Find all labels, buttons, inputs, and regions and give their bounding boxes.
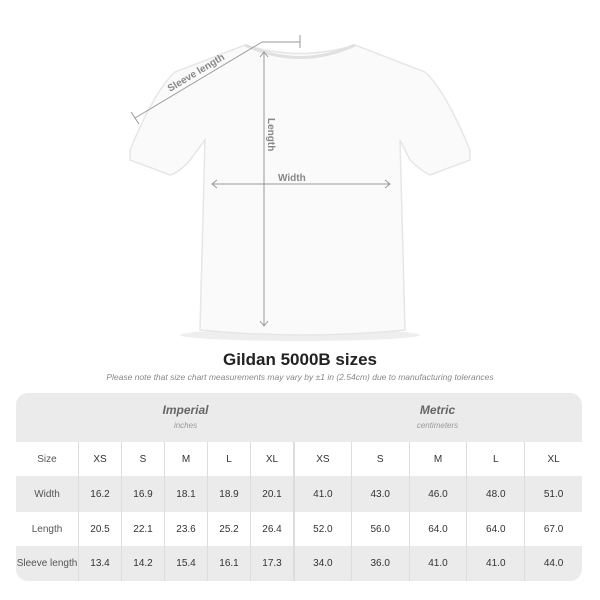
imperial-cell: 20.5	[78, 512, 121, 546]
imperial-cell: 18.1	[164, 476, 207, 512]
metric-cell: 43.0	[350, 476, 409, 512]
metric-cell: 36.0	[350, 546, 409, 581]
imperial-cell: 22.1	[121, 512, 164, 546]
imperial-cell: 18.9	[207, 476, 250, 512]
imperial-cell: 15.4	[164, 546, 207, 581]
metric-cell: 41.0	[293, 476, 351, 512]
imperial-cell: XL	[250, 442, 293, 476]
metric-cell: 44.0	[524, 546, 582, 581]
tolerance-note: Please note that size chart measurements…	[106, 372, 494, 382]
imperial-cell: 16.1	[207, 546, 250, 581]
metric-title: Metric	[419, 403, 456, 417]
row-label: Length	[31, 523, 63, 535]
metric-cell: L	[466, 442, 524, 476]
metric-cell: 46.0	[408, 476, 467, 512]
imperial-cell: 13.4	[78, 546, 121, 581]
imperial-cell: M	[164, 442, 207, 476]
length-label: Length	[265, 118, 276, 151]
metric-cell: 52.0	[293, 512, 351, 546]
metric-cell: 34.0	[293, 546, 351, 581]
imperial-title: Imperial	[162, 403, 209, 417]
metric-cell: 41.0	[408, 546, 467, 581]
metric-cell: M	[408, 442, 467, 476]
imperial-unit: inches	[173, 421, 198, 430]
table-row: Width 16.2 16.9 18.1 18.9 20.1 41.0 43.0 46.0 48.…	[16, 476, 582, 512]
imperial-cell: L	[207, 442, 250, 476]
metric-cell: 41.0	[466, 546, 524, 581]
metric-unit: centimeters	[416, 421, 459, 430]
page-title: Gildan 5000B sizes	[222, 350, 378, 369]
table-row: Sleeve length 13.4 14.2 15.4 16.1 17.3 34.0 36.…	[16, 546, 582, 581]
tshirt-diagram: Sleeve length Length Width	[129, 35, 471, 341]
imperial-cell: 26.4	[250, 512, 293, 546]
metric-header: Metric centimeters	[293, 393, 582, 442]
imperial-header: Imperial inches	[78, 393, 293, 442]
size-table: Imperial inches Metric centimeters Size X…	[16, 393, 582, 581]
metric-cell: XL	[524, 442, 582, 476]
imperial-cell: 20.1	[250, 476, 293, 512]
imperial-cell: S	[121, 442, 164, 476]
imperial-cell: 25.2	[207, 512, 250, 546]
imperial-cell: 23.6	[164, 512, 207, 546]
table-row: Length 20.5 22.1 23.6 25.2 26.4 52.0 56.0 64.0 64…	[16, 512, 582, 546]
metric-cell: 51.0	[524, 476, 582, 512]
row-label: Width	[34, 488, 60, 500]
metric-cell: 64.0	[466, 512, 524, 546]
row-label: Size	[37, 453, 57, 465]
imperial-cell: 16.9	[121, 476, 164, 512]
size-header-row: Size XS S M L XL XS S M L XL	[16, 442, 582, 476]
metric-cell: 64.0	[408, 512, 467, 546]
metric-cell: XS	[293, 442, 351, 476]
imperial-cell: 16.2	[78, 476, 121, 512]
metric-cell: 67.0	[524, 512, 582, 546]
imperial-cell: 17.3	[250, 546, 293, 581]
metric-cell: 56.0	[350, 512, 409, 546]
metric-cell: 48.0	[466, 476, 524, 512]
imperial-cell: 14.2	[121, 546, 164, 581]
imperial-cell: XS	[78, 442, 121, 476]
metric-cell: S	[350, 442, 409, 476]
tshirt-image	[129, 44, 471, 336]
width-label: Width	[278, 173, 306, 184]
row-label: Sleeve length	[16, 558, 78, 569]
